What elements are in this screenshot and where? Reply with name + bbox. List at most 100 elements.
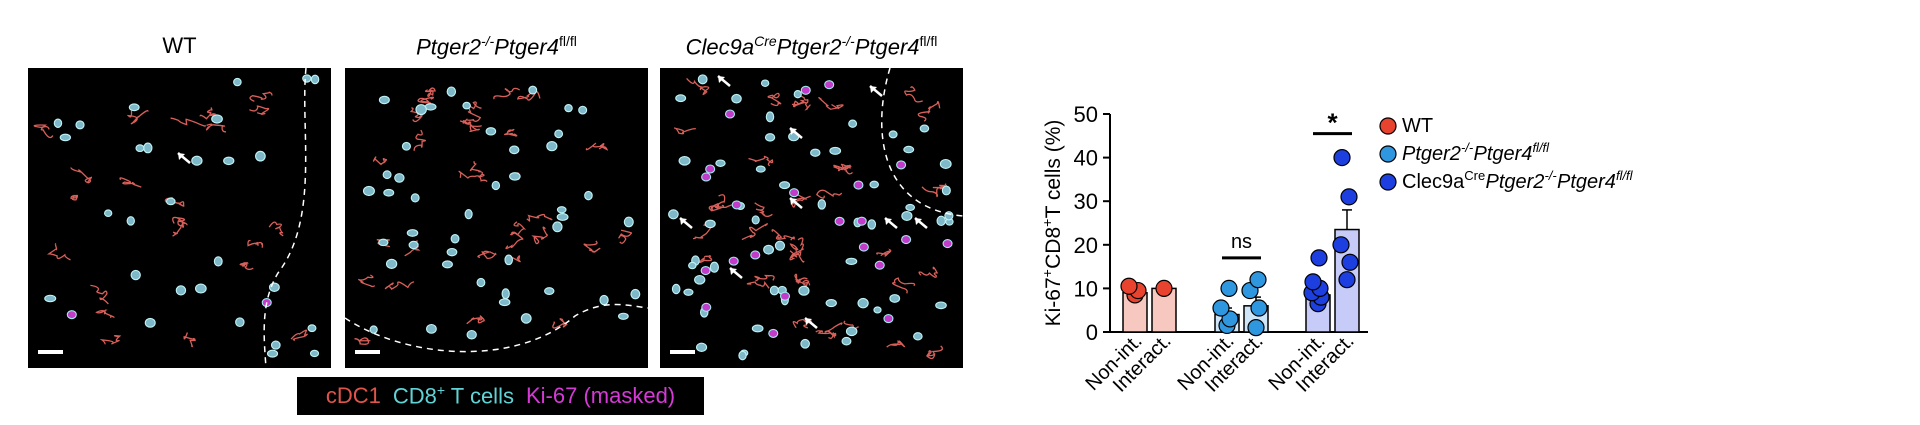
cdc1-cell [904,86,923,103]
gene-sup: -/- [480,33,495,49]
cd8-t-cell [520,313,532,324]
microscopy-image-ptger-ko [345,85,648,354]
gene-name: Ptger2 [416,34,481,60]
cd8-t-cell [683,288,694,296]
cd8-t-cell [817,199,827,210]
arrowhead-icon [915,218,922,225]
gene-name-2: Ptger4 [854,34,920,60]
cd8-t-cell [144,317,156,328]
cd8-t-cell [873,306,882,314]
cdc1-cell [70,167,93,184]
cdc1-cell [918,266,939,278]
cdc1-cell [917,100,941,122]
cdc1-cell [552,318,568,329]
cdc1-cell [824,322,843,339]
legend-marker [1379,145,1397,163]
y-tick-label: 0 [1086,320,1098,345]
cd8-t-cell [599,294,609,306]
cd8-t-cell [528,85,538,95]
cd8-t-cell [362,185,375,197]
cdc1-cell [247,239,264,248]
cd8-t-cell [867,219,877,230]
ki67-positive-cell [883,314,894,324]
cdc1-cell [249,91,273,102]
cdc1-cell [239,262,254,271]
cdc1-cell [794,279,811,287]
cd8-t-cell [165,197,176,206]
cdc1-cell [886,340,906,348]
cd8-t-cell [44,294,57,303]
cd8-t-cell [688,261,697,270]
tissue-boundary [345,303,648,353]
ki67-positive-cell [724,109,736,119]
cd8-t-cell [128,103,140,112]
cd8-t-cell [491,180,501,191]
cd8-t-cell [845,326,858,337]
cdc1-cell [746,280,770,289]
cdc1-cell [466,315,485,325]
cd8-t-cell [401,141,411,151]
cd8-t-cell [378,95,390,105]
cd8-t-cell [509,145,520,155]
cd8-t-cell [760,79,770,88]
arrowhead-icon [790,198,797,205]
cdc1-cell [505,231,524,250]
cd8-t-cell [211,114,223,124]
legend-label: WT [1402,115,1433,137]
cd8-t-cell [810,148,821,157]
cd8-t-cell [255,150,266,162]
y-tick-label: 10 [1074,276,1098,301]
cd8-t-cell [697,74,708,85]
cd8-t-cell [793,90,802,99]
cd8-t-cell [309,349,320,358]
cd8-t-cell [704,219,716,229]
cd8-t-cell [715,159,726,167]
data-point [1340,188,1358,206]
cdc1-cell [815,330,837,337]
data-point [1212,299,1230,317]
cd8-t-cell [143,142,153,154]
cd8-t-cell [869,180,879,189]
arrowhead-icon [718,76,725,83]
cd8-t-cell [426,323,437,334]
cd8-t-cell [441,260,453,269]
cd8-t-cell [75,120,85,130]
data-point [1304,273,1322,291]
cd8-t-cell [504,254,513,266]
panel-title-clec9a: Clec9aCrePtger2-/-Ptger4fl/fl [660,33,963,63]
cdc1-cell [358,274,376,288]
cd8-t-cell [751,215,760,225]
cd8-t-cell [191,155,203,166]
cd8-t-cell [939,158,952,169]
gene-sup: -/- [841,33,855,49]
cd8-t-cell [769,285,779,296]
cdc1-cell [503,128,518,137]
cdc1-cell [510,221,527,236]
stain-cd8-b: T cells [445,383,514,409]
data-point [1220,279,1238,297]
cd8-t-cell [889,294,901,303]
cd8-t-cell [905,203,916,211]
cd8-t-cell [554,129,564,139]
cd8-t-cell [369,325,378,334]
ki67-positive-cell [789,188,800,198]
cd8-t-cell [310,74,320,85]
cd8-t-cell [765,111,775,123]
cdc1-cell [424,87,436,97]
cd8-t-cell [307,324,317,333]
cd8-t-cell [446,86,457,97]
microscopy-panel-wt [28,68,331,368]
ki67-positive-cell [66,310,77,320]
data-point [1333,148,1351,167]
cdc1-cell [789,237,804,258]
cd8-t-cell [671,283,681,295]
gene-prefix-sup: Cre [754,33,777,49]
cd8-t-cell [829,146,842,155]
cd8-t-cell [764,133,776,142]
cdc1-cell [815,189,843,199]
cd8-t-cell [544,287,555,295]
cd8-t-cell [501,288,510,300]
legend-label: Ptger2-/- Ptger4fl/fl [1402,140,1550,165]
cd8-t-cell [848,119,858,128]
gene-name: Ptger2 [776,34,842,60]
